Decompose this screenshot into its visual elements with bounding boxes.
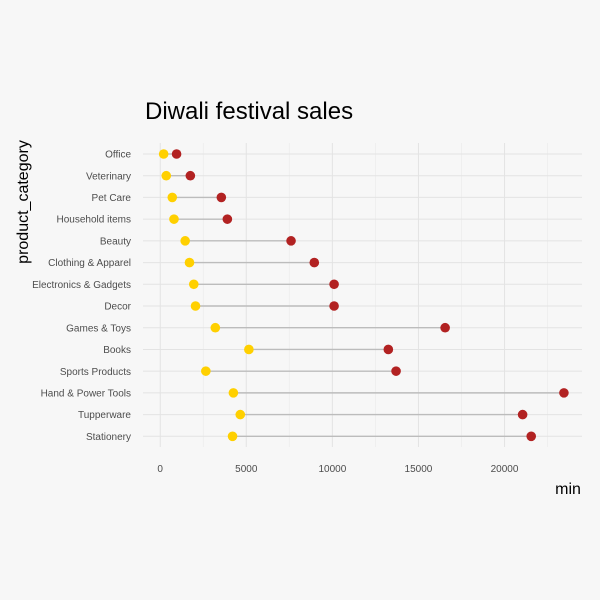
min-value-point bbox=[235, 409, 246, 420]
x-axis-label: min bbox=[555, 481, 581, 498]
x-tick-label: 0 bbox=[157, 464, 163, 475]
min-value-point bbox=[158, 149, 169, 159]
min-value-point bbox=[169, 214, 179, 224]
min-value-point bbox=[244, 344, 254, 355]
max-value-point bbox=[309, 257, 320, 268]
min-value-point bbox=[228, 388, 239, 398]
max-value-point bbox=[391, 366, 401, 376]
y-tick-label: Stationery bbox=[86, 432, 131, 443]
y-tick-label: Pet Care bbox=[92, 193, 132, 204]
x-tick-labels: 0 5000 10000 15000 20000 bbox=[157, 464, 518, 475]
max-value-point bbox=[171, 149, 182, 159]
min-value-point bbox=[184, 257, 195, 268]
max-value-point bbox=[329, 279, 339, 290]
min-value-point bbox=[227, 431, 238, 442]
min-value-point bbox=[180, 236, 190, 246]
min-value-point bbox=[188, 279, 199, 290]
chart-title: Diwali festival sales bbox=[145, 98, 353, 125]
grid-lines bbox=[143, 143, 582, 447]
y-tick-label: Beauty bbox=[100, 236, 131, 247]
x-tick-label: 15000 bbox=[405, 464, 433, 475]
min-value-point bbox=[210, 322, 221, 333]
min-value-point bbox=[167, 192, 178, 203]
dumbbell-segments bbox=[163, 153, 564, 437]
max-value-point bbox=[440, 322, 450, 333]
max-value-point bbox=[559, 388, 569, 398]
x-tick-label: 5000 bbox=[235, 464, 258, 475]
y-tick-label: Sports Products bbox=[60, 367, 131, 378]
max-value-point bbox=[222, 214, 233, 224]
dumbbell-points bbox=[158, 149, 569, 442]
y-tick-label: Books bbox=[103, 345, 131, 356]
y-tick-labels: Office Veterinary Pet Care Household items B… bbox=[32, 150, 132, 443]
y-tick-label: Tupperware bbox=[78, 410, 131, 421]
max-value-point bbox=[526, 431, 537, 442]
min-value-point bbox=[201, 366, 211, 376]
max-value-point bbox=[383, 344, 394, 355]
y-tick-label: Hand & Power Tools bbox=[41, 388, 131, 399]
max-value-point bbox=[216, 192, 227, 203]
max-value-point bbox=[517, 409, 528, 420]
max-value-point bbox=[329, 301, 339, 311]
y-tick-label: Veterinary bbox=[86, 171, 131, 182]
y-tick-label: Electronics & Gadgets bbox=[32, 280, 131, 291]
x-tick-label: 10000 bbox=[318, 464, 346, 475]
y-axis-label: product_category bbox=[15, 140, 32, 264]
min-value-point bbox=[190, 301, 201, 311]
y-tick-label: Decor bbox=[104, 302, 131, 313]
min-value-point bbox=[161, 170, 172, 181]
max-value-point bbox=[185, 170, 196, 181]
x-tick-label: 20000 bbox=[491, 464, 519, 475]
y-tick-label: Clothing & Apparel bbox=[48, 258, 131, 269]
y-tick-label: Office bbox=[105, 150, 131, 161]
max-value-point bbox=[286, 236, 296, 246]
y-tick-label: Household items bbox=[57, 215, 131, 226]
y-tick-label: Games & Toys bbox=[66, 323, 131, 334]
